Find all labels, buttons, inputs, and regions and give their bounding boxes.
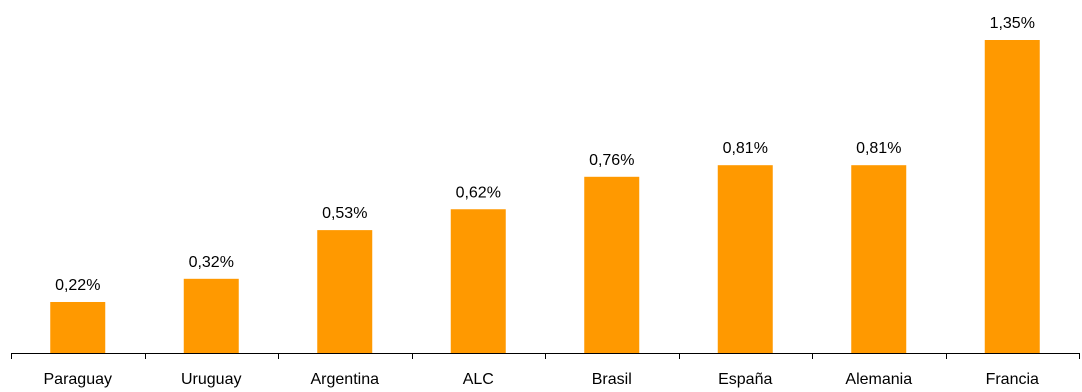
bars-group	[50, 40, 1040, 353]
bar	[584, 176, 640, 353]
bar-value-label: 0,22%	[55, 277, 100, 294]
bar-value-label: 0,32%	[189, 254, 234, 271]
bar-value-label: 0,62%	[456, 184, 501, 201]
bar	[317, 230, 373, 353]
x-tick-label: Paraguay	[44, 371, 113, 388]
x-tick-label: Brasil	[592, 371, 632, 388]
x-tick-label: Argentina	[311, 371, 380, 388]
bar-value-label: 0,76%	[589, 152, 634, 169]
bar-value-label: 0,81%	[856, 140, 901, 157]
bar	[717, 165, 773, 353]
bar-value-label: 0,81%	[723, 140, 768, 157]
x-tick-label: Uruguay	[181, 371, 241, 388]
x-axis-ticks-group	[11, 353, 1080, 359]
bar	[851, 165, 907, 353]
bar	[183, 278, 239, 353]
bar-value-label: 1,35%	[990, 15, 1035, 32]
x-tick-label: Francia	[986, 371, 1039, 388]
x-tick-label: España	[718, 371, 772, 388]
x-tick-label: Alemania	[845, 371, 912, 388]
bar	[984, 40, 1040, 353]
bar	[450, 209, 506, 353]
x-tick-labels-group: Paraguay Uruguay Argentina ALC Brasil España A…	[44, 371, 1040, 388]
x-tick-label: ALC	[463, 371, 494, 388]
bar-value-label: 0,53%	[322, 205, 367, 222]
data-labels-group: 0,22% 0,32% 0,53% 0,62% 0,76% 0,81% 0,81% 1,35%	[55, 15, 1035, 294]
bar	[50, 301, 106, 353]
